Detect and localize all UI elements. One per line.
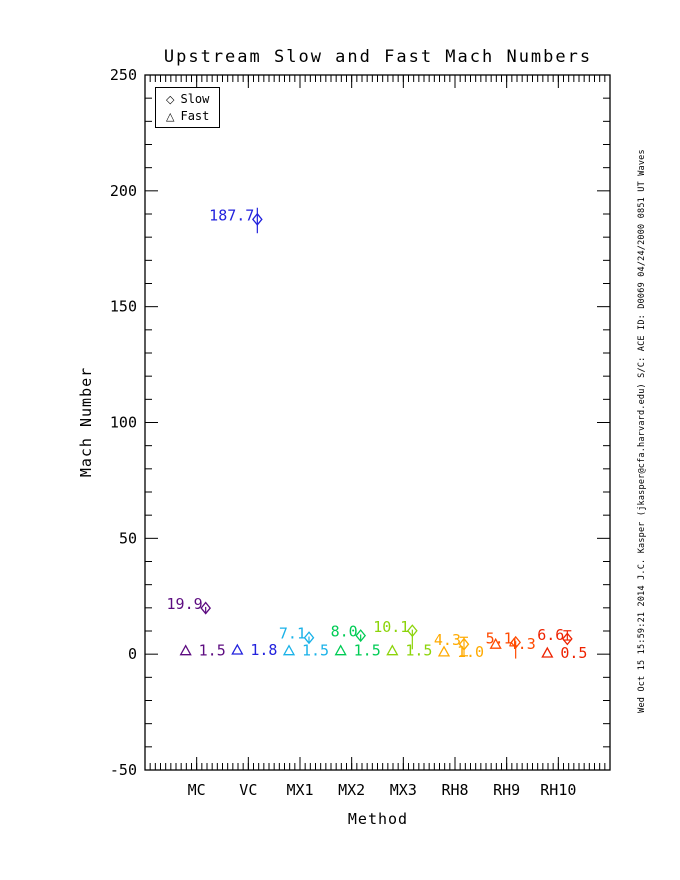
- slow-value-label: 6.6: [537, 626, 564, 644]
- category-MX2-points: 8.01.5: [331, 623, 381, 660]
- fast-marker-triangle: [541, 646, 554, 658]
- x-tick-label: MC: [188, 781, 206, 799]
- category-RH9-points: 5.14.3: [486, 629, 536, 659]
- slow-value-label: 7.1: [279, 625, 306, 643]
- category-MX1-points: 7.11.5: [279, 625, 329, 660]
- legend-label-fast: Fast: [180, 109, 210, 123]
- x-tick-label: MX2: [338, 781, 365, 799]
- category-MX3-points: 10.1 1.5: [373, 618, 432, 660]
- fast-value-label: 1.5: [405, 642, 432, 660]
- fast-marker-triangle: [437, 645, 451, 657]
- category-RH8-points: 4.31.0: [434, 631, 484, 661]
- slow-marker-diamond: [458, 637, 470, 651]
- fast-value-label: 1.5: [199, 642, 226, 660]
- legend-label-slow: Slow: [180, 92, 210, 106]
- diamond-icon: ◇: [166, 92, 175, 106]
- fast-marker-triangle: [386, 644, 399, 656]
- x-axis-tick-labels: MC VC MX1 MX2 MX3 RH8 RH9 RH10: [188, 781, 577, 799]
- category-VC-points: 187.7 1.8: [209, 206, 277, 659]
- x-axis-ticks: [149, 75, 606, 770]
- y-tick-label: 150: [110, 298, 137, 316]
- legend: ◇ Slow △ Fast: [155, 87, 221, 128]
- y-tick-label: -50: [110, 761, 137, 779]
- x-tick-label: RH8: [441, 781, 468, 799]
- y-axis-ticks: [145, 74, 610, 771]
- x-tick-label: VC: [239, 781, 257, 799]
- legend-entry-slow: ◇ Slow: [166, 92, 209, 106]
- x-tick-label: RH10: [540, 781, 576, 799]
- y-tick-label: 0: [128, 645, 137, 663]
- slow-marker-diamond: [251, 212, 263, 226]
- fast-value-label: 0.5: [560, 644, 587, 662]
- plot-frame: [144, 74, 611, 771]
- slow-marker-diamond: [561, 632, 573, 646]
- category-RH10-points: 6.60.5: [537, 626, 587, 662]
- fast-value-label: 1.5: [302, 642, 329, 660]
- y-axis-tick-labels: -50 0 50 100 150 200 250: [110, 66, 137, 779]
- fast-value-label: 1.0: [457, 643, 484, 661]
- slow-value-label: 187.7: [209, 206, 254, 224]
- fast-marker-triangle: [334, 644, 347, 656]
- y-tick-label: 250: [110, 66, 137, 84]
- slow-value-label: 5.1: [486, 629, 513, 647]
- category-MC-points: 19.9 1.5: [167, 595, 226, 660]
- fast-marker-triangle: [282, 644, 296, 656]
- y-tick-label: 200: [110, 182, 137, 200]
- triangle-icon: △: [166, 109, 175, 123]
- legend-entry-fast: △ Fast: [166, 109, 209, 123]
- slow-marker-diamond: [303, 631, 315, 645]
- y-tick-label: 50: [119, 529, 137, 547]
- y-tick-label: 100: [110, 414, 137, 432]
- x-tick-label: RH9: [493, 781, 520, 799]
- slow-marker-diamond: [510, 635, 522, 649]
- x-tick-label: MX3: [390, 781, 417, 799]
- chart-title: Upstream Slow and Fast Mach Numbers: [163, 47, 593, 67]
- slow-marker-diamond: [406, 624, 418, 638]
- fast-marker-triangle: [179, 644, 192, 656]
- slow-value-label: 10.1: [373, 618, 409, 636]
- slow-value-label: 4.3: [434, 631, 461, 649]
- fast-value-label: 1.5: [354, 642, 381, 660]
- fast-marker-triangle: [489, 637, 502, 649]
- slow-value-label: 19.9: [167, 595, 203, 613]
- fast-marker-triangle: [231, 643, 244, 655]
- slow-marker-diamond: [200, 601, 212, 615]
- slow-marker-diamond: [355, 629, 367, 643]
- slow-value-label: 8.0: [331, 623, 358, 641]
- x-tick-label: MX1: [286, 781, 313, 799]
- x-axis-label: Method: [347, 810, 409, 828]
- fast-value-label: 4.3: [509, 635, 536, 653]
- fast-value-label: 1.8: [250, 641, 277, 659]
